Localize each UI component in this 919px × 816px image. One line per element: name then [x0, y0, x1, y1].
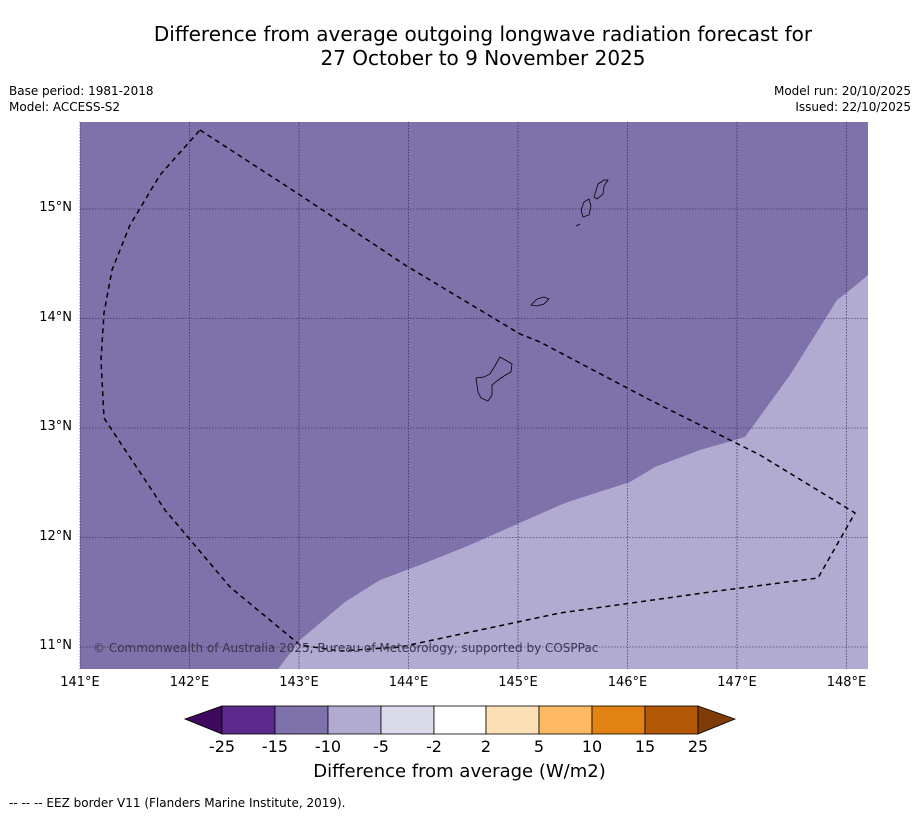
footnote-eez: -- -- -- EEZ border V11 (Flanders Marine… — [9, 796, 346, 810]
colorbar-tick-minus5: -5 — [373, 737, 389, 756]
lon-tick-148: 148°E — [826, 675, 867, 690]
chart-title: Difference from average outgoing longwav… — [0, 22, 919, 70]
colorbar-bin-2 — [485, 705, 540, 735]
rota-island — [530, 296, 550, 307]
title-line-1: Difference from average outgoing longwav… — [153, 22, 813, 46]
colorbar-bin-minus5 — [380, 705, 435, 735]
lat-tick-15: 15°N — [39, 200, 72, 215]
base-period: Base period: 1981-2018 — [9, 84, 154, 98]
colorbar-tick-minus15: -15 — [261, 737, 289, 756]
colorbar-bin-5 — [538, 705, 593, 735]
lon-tick-142: 142°E — [169, 675, 210, 690]
lon-tick-145: 145°E — [498, 675, 538, 690]
colorbar-label: Difference from average (W/m2) — [313, 761, 606, 782]
lon-tick-146: 146°E — [607, 675, 648, 690]
lon-tick-143: 143°E — [279, 675, 319, 690]
model-run: Model run: 20/10/2025 — [773, 84, 911, 98]
issued-date: Issued: 22/10/2025 — [795, 100, 911, 114]
eez-border — [100, 129, 857, 652]
meta-right: Model run: 20/10/2025 Issued: 22/10/2025 — [774, 83, 911, 115]
lon-tick-144: 144°E — [388, 675, 429, 690]
lat-tick-12: 12°N — [39, 529, 72, 544]
colorbar-bin-15 — [644, 705, 699, 735]
title-line-2: 27 October to 9 November 2025 — [320, 46, 646, 70]
model-name: Model: ACCESS-S2 — [9, 100, 121, 114]
guam-island — [475, 356, 513, 402]
saipan-island — [593, 179, 609, 200]
tinian-island — [580, 198, 592, 218]
colorbar-tick-minus10: -10 — [314, 737, 342, 756]
colorbar-tick-minus25: -25 — [208, 737, 236, 756]
aguijan-island — [575, 223, 581, 227]
colorbar-tick-15: 15 — [634, 737, 656, 756]
colorbar-bin-minus10 — [327, 705, 382, 735]
copyright-text: © Commonwealth of Australia 2025, Bureau… — [93, 641, 599, 655]
colorbar-tick-2: 2 — [480, 737, 492, 756]
colorbar-bin-minus15 — [274, 705, 329, 735]
lon-tick-141: 141°E — [60, 675, 100, 690]
colorbar-extend-high — [697, 705, 737, 735]
olr-region-minus10-to-minus5 — [278, 275, 868, 669]
gridlines — [79, 122, 868, 669]
meta-left: Base period: 1981-2018 Model: ACCESS-S2 — [9, 83, 154, 115]
colorbar-tick-minus2: -2 — [426, 737, 442, 756]
colorbar — [183, 705, 737, 735]
lat-tick-13: 13°N — [39, 419, 72, 434]
colorbar-tick-25: 25 — [687, 737, 709, 756]
colorbar-tick-5: 5 — [533, 737, 545, 756]
colorbar-bin-minus2 — [433, 705, 487, 735]
colorbar-tick-10: 10 — [581, 737, 603, 756]
islands — [475, 179, 609, 402]
lon-tick-147: 147°E — [717, 675, 757, 690]
colorbar-bin-minus25 — [221, 705, 276, 735]
colorbar-bin-10 — [591, 705, 646, 735]
lat-tick-14: 14°N — [39, 310, 72, 325]
colorbar-extend-low — [183, 705, 223, 735]
lat-tick-11: 11°N — [39, 638, 72, 653]
